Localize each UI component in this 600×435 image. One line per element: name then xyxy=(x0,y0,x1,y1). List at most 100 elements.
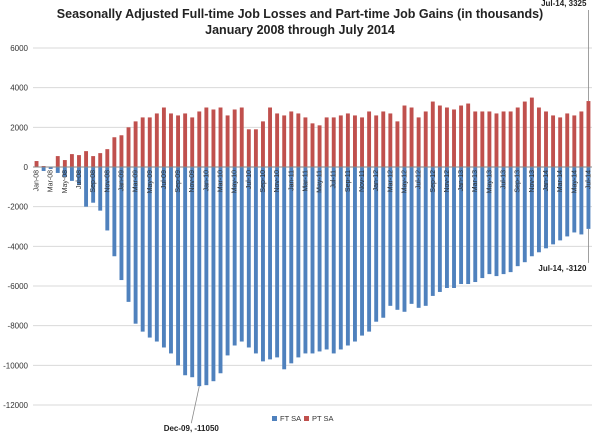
bar-ft-sa xyxy=(416,167,421,308)
y-tick-label: 0 xyxy=(24,163,29,172)
bar-ft-sa xyxy=(388,167,393,306)
x-tick-label: Mar-08 xyxy=(48,170,55,192)
bar-pt-sa xyxy=(536,107,541,167)
bar-pt-sa xyxy=(91,156,96,167)
bar-ft-sa xyxy=(303,167,308,354)
bar-pt-sa xyxy=(416,117,421,167)
bar-ft-sa xyxy=(169,167,173,354)
y-tick-label: 2000 xyxy=(10,123,28,132)
bar-ft-sa xyxy=(69,167,74,181)
y-tick-label: 4000 xyxy=(10,84,28,93)
bar-ft-sa xyxy=(367,167,372,332)
bar-ft-sa xyxy=(289,167,294,364)
bar-pt-sa xyxy=(409,107,414,167)
bar-pt-sa xyxy=(197,111,202,167)
bar-pt-sa xyxy=(501,111,506,167)
bar-pt-sa xyxy=(232,109,237,167)
chart-title: Seasonally Adjusted Full-time Job Losses… xyxy=(56,7,544,21)
bar-pt-sa xyxy=(444,107,449,167)
annotation-leader xyxy=(190,386,200,424)
bar-ft-sa xyxy=(544,167,548,249)
legend-swatch-ft-sa xyxy=(272,416,277,421)
x-tick-label: Mar-14 xyxy=(557,170,564,192)
x-tick-label: Jul-09 xyxy=(161,170,168,189)
bar-ft-sa xyxy=(296,167,301,358)
x-tick-label: Sep-13 xyxy=(515,170,522,193)
bar-pt-sa xyxy=(147,117,152,167)
annotation-label: Jul-14, -3120 xyxy=(538,264,587,273)
bar-ft-sa xyxy=(62,167,67,177)
x-tick-label: Mar-10 xyxy=(218,170,225,192)
x-tick-label: Sep-08 xyxy=(90,170,97,193)
x-tick-label: Jul-14 xyxy=(585,170,592,189)
bar-ft-sa xyxy=(91,167,96,203)
bar-ft-sa xyxy=(218,167,223,374)
bar-pt-sa xyxy=(572,115,577,167)
x-tick-label: Jan-10 xyxy=(203,170,210,192)
x-tick-label: Nov-12 xyxy=(444,170,451,193)
bar-pt-sa xyxy=(558,117,563,167)
bar-pt-sa xyxy=(494,113,499,167)
bar-pt-sa xyxy=(204,107,209,167)
bar-pt-sa xyxy=(253,129,258,167)
bar-pt-sa xyxy=(275,113,280,167)
bar-pt-sa xyxy=(140,117,145,167)
bar-ft-sa xyxy=(225,167,230,356)
bar-pt-sa xyxy=(34,161,39,167)
x-tick-label: Jul-10 xyxy=(246,170,253,189)
bar-pt-sa xyxy=(268,107,272,167)
bar-pt-sa xyxy=(402,105,407,167)
bar-pt-sa xyxy=(544,111,548,167)
x-tick-label: Jan-09 xyxy=(118,170,125,192)
bar-pt-sa xyxy=(310,123,315,167)
bar-pt-sa xyxy=(487,111,492,167)
bar-pt-sa xyxy=(317,125,322,167)
bar-pt-sa xyxy=(289,111,294,167)
x-tick-label: Jul-11 xyxy=(331,170,338,189)
bar-pt-sa xyxy=(388,113,393,167)
bar-pt-sa xyxy=(282,115,287,167)
bar-ft-sa xyxy=(84,167,89,207)
bar-ft-sa xyxy=(204,167,209,386)
bar-pt-sa xyxy=(246,129,251,167)
bar-pt-sa xyxy=(508,111,513,167)
bar-pt-sa xyxy=(77,155,81,167)
bar-ft-sa xyxy=(261,167,265,362)
bar-pt-sa xyxy=(183,113,188,167)
bar-ft-sa xyxy=(459,167,464,285)
bar-ft-sa xyxy=(140,167,145,332)
annotation-label: Dec-09, -11050 xyxy=(164,424,220,433)
x-tick-label: Jan-12 xyxy=(373,170,380,192)
bar-ft-sa xyxy=(565,167,570,237)
bar-ft-sa xyxy=(522,167,527,263)
bar-ft-sa xyxy=(98,167,103,211)
bar-ft-sa xyxy=(253,167,258,354)
bar-ft-sa xyxy=(176,167,181,366)
bar-ft-sa xyxy=(324,167,329,350)
x-tick-label: May-11 xyxy=(317,170,324,193)
bar-pt-sa xyxy=(296,113,301,167)
bar-ft-sa xyxy=(190,167,195,378)
bar-ft-sa xyxy=(126,167,131,302)
bar-ft-sa xyxy=(282,167,287,370)
annotation-label: Jul-14, 3325 xyxy=(541,0,587,8)
bar-ft-sa xyxy=(360,167,364,336)
bar-ft-sa xyxy=(501,167,506,275)
bar-ft-sa xyxy=(579,167,584,235)
bar-ft-sa xyxy=(246,167,251,348)
bar-pt-sa xyxy=(169,113,173,167)
bar-ft-sa xyxy=(381,167,386,318)
x-tick-label: Sep-09 xyxy=(175,170,182,193)
bar-pt-sa xyxy=(133,121,138,167)
bar-pt-sa xyxy=(338,115,343,167)
bar-ft-sa xyxy=(77,167,81,185)
x-tick-label: Nov-09 xyxy=(189,170,196,193)
bar-ft-sa xyxy=(487,167,492,275)
bar-ft-sa xyxy=(268,167,272,360)
x-tick-label: Jul-12 xyxy=(416,170,423,189)
bar-ft-sa xyxy=(473,167,478,283)
x-tick-label: Nov-10 xyxy=(274,170,281,193)
bar-pt-sa xyxy=(353,115,357,167)
chart-subtitle: January 2008 through July 2014 xyxy=(205,23,395,37)
x-tick-label: Jan-11 xyxy=(288,170,295,191)
